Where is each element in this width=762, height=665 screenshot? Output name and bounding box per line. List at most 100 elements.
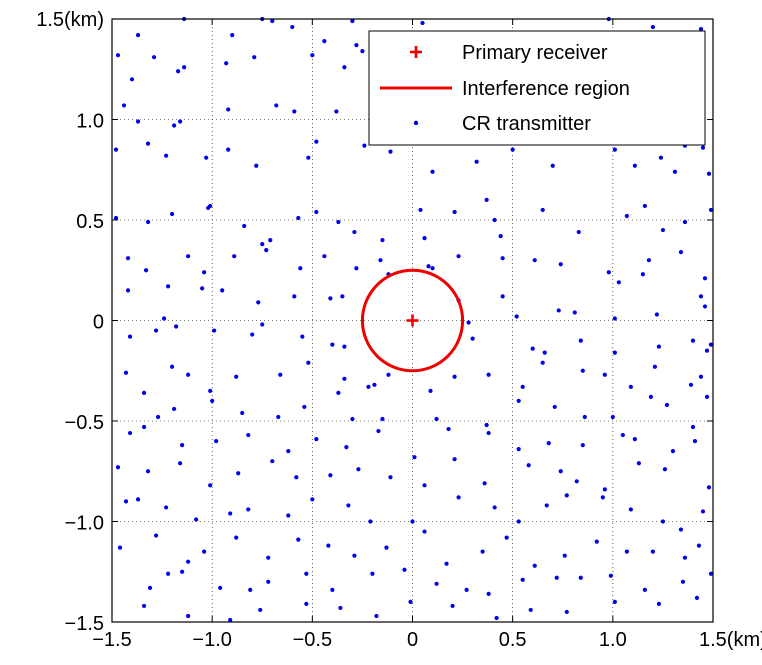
cr-transmitter-point: [670, 449, 676, 454]
cr-transmitter-point: [290, 24, 295, 30]
cr-transmitter-point: [420, 20, 425, 26]
cr-transmitter-point: [113, 215, 119, 221]
cr-transmitter-point: [147, 585, 153, 590]
cr-transmitter-point: [656, 601, 662, 607]
cr-transmitter-point: [204, 155, 209, 160]
cr-transmitter-point: [115, 53, 121, 58]
cr-transmitter-point: [656, 344, 662, 349]
cr-transmitter-point: [410, 519, 415, 524]
cr-transmitter-point: [334, 109, 339, 114]
cr-transmitter-point: [520, 384, 525, 389]
cr-transmitter-point: [342, 65, 347, 70]
cr-transmitter-point: [564, 609, 569, 615]
cr-transmitter-point: [500, 294, 505, 299]
cr-transmitter-point: [252, 55, 257, 60]
cr-transmitter-point: [260, 322, 265, 327]
cr-transmitter-point: [322, 254, 327, 259]
legend-item-cr-transmitter: CR transmitter: [413, 113, 591, 135]
cr-transmitter-point: [214, 439, 219, 444]
cr-transmitter-point: [153, 328, 159, 333]
cr-transmitter-point: [516, 398, 521, 403]
cr-transmitter-point: [274, 103, 279, 108]
cr-transmitter-point: [552, 404, 557, 410]
cr-transmitter-point: [145, 141, 151, 146]
cr-transmitter-point: [125, 256, 131, 261]
cr-transmitter-point: [127, 430, 133, 436]
cr-transmitter-point: [180, 443, 185, 448]
cr-transmitter-point: [452, 209, 457, 215]
cr-transmitter-point: [690, 424, 696, 430]
cr-transmitter-point: [708, 571, 714, 576]
cr-transmitter-point: [178, 119, 183, 124]
cr-transmitter-point: [650, 549, 656, 554]
cr-transmitter-point: [692, 439, 698, 444]
cr-transmitter-point: [530, 346, 535, 351]
cr-transmitter-point: [706, 485, 712, 490]
cr-transmitter-point: [232, 254, 237, 259]
cr-transmitter-point: [616, 280, 621, 285]
x-tick-label: 1.5(km): [699, 629, 762, 651]
cr-transmitter-point: [678, 527, 684, 532]
cr-transmitter-point: [356, 467, 361, 472]
cr-transmitter-point: [544, 503, 549, 508]
cr-transmitter-point: [558, 262, 563, 267]
cr-transmitter-point: [342, 344, 347, 349]
y-axis-tick-labels: −1.5 −1.0 −0.5 0 0.5 1.0 1.5(km): [36, 9, 104, 635]
cr-transmitter-point: [378, 258, 383, 263]
cr-transmitter-point: [141, 390, 147, 395]
cr-transmitter-point: [602, 487, 607, 492]
cr-transmitter-point: [456, 254, 461, 259]
cr-transmitter-point: [135, 119, 141, 124]
cr-transmitter-point: [254, 163, 259, 168]
cr-transmitter-point: [352, 229, 357, 235]
cr-transmitter-point: [202, 549, 207, 554]
cr-transmitter-point: [113, 147, 119, 152]
cr-transmitter-point: [127, 334, 133, 339]
cr-transmitter-point: [344, 445, 349, 450]
legend-label-cr-transmitter: CR transmitter: [462, 113, 591, 135]
cr-transmitter-point: [226, 147, 231, 152]
cr-transmitter-point: [248, 587, 253, 592]
cr-transmitter-point: [572, 310, 577, 315]
cr-transmitter-point: [466, 320, 471, 325]
cr-transmitter-point: [580, 443, 585, 448]
cr-transmitter-point: [484, 422, 489, 428]
cr-transmitter-point: [700, 145, 706, 150]
cr-transmitter-point: [354, 266, 359, 271]
cr-transmitter-point: [218, 585, 223, 590]
x-axis-tick-labels: −1.5 −1.0 −0.5 0 0.5 1.0 1.5(km): [92, 629, 762, 651]
cr-transmitter-point: [360, 49, 365, 54]
cr-transmitter-point: [145, 469, 151, 474]
cr-transmitter-point: [678, 250, 684, 255]
cr-transmitter-point: [246, 507, 251, 512]
cr-transmitter-point: [640, 272, 645, 277]
cr-transmitter-point: [186, 372, 191, 377]
cr-transmitter-point: [516, 447, 521, 452]
cr-transmitter-point: [302, 404, 307, 410]
cr-transmitter-points: [113, 16, 714, 623]
cr-transmitter-point: [650, 24, 656, 30]
dot-marker-icon: [413, 120, 419, 126]
cr-transmitter-point: [574, 479, 579, 484]
cr-transmitter-point: [642, 203, 647, 209]
plus-marker-icon: [410, 46, 422, 58]
cr-transmitter-point: [696, 543, 702, 548]
x-tick-label: −0.5: [293, 629, 332, 651]
cr-transmitter-point: [580, 368, 585, 373]
legend-item-interference-region: Interference region: [380, 78, 630, 100]
cr-transmitter-point: [246, 432, 251, 438]
cr-transmitter-point: [494, 615, 499, 621]
cr-transmitter-point: [470, 336, 475, 341]
cr-transmitter-point: [428, 388, 433, 393]
cr-transmitter-point: [418, 207, 423, 213]
cr-transmitter-point: [186, 254, 191, 259]
cr-transmitter-point: [632, 436, 637, 442]
y-tick-label: 0: [93, 312, 104, 334]
cr-transmitter-point: [412, 455, 417, 460]
cr-transmitter-point: [123, 370, 129, 375]
cr-transmitter-point: [117, 545, 123, 550]
cr-transmitter-point: [388, 149, 393, 154]
cr-transmitter-point: [151, 55, 157, 60]
cr-transmitter-point: [304, 601, 309, 607]
